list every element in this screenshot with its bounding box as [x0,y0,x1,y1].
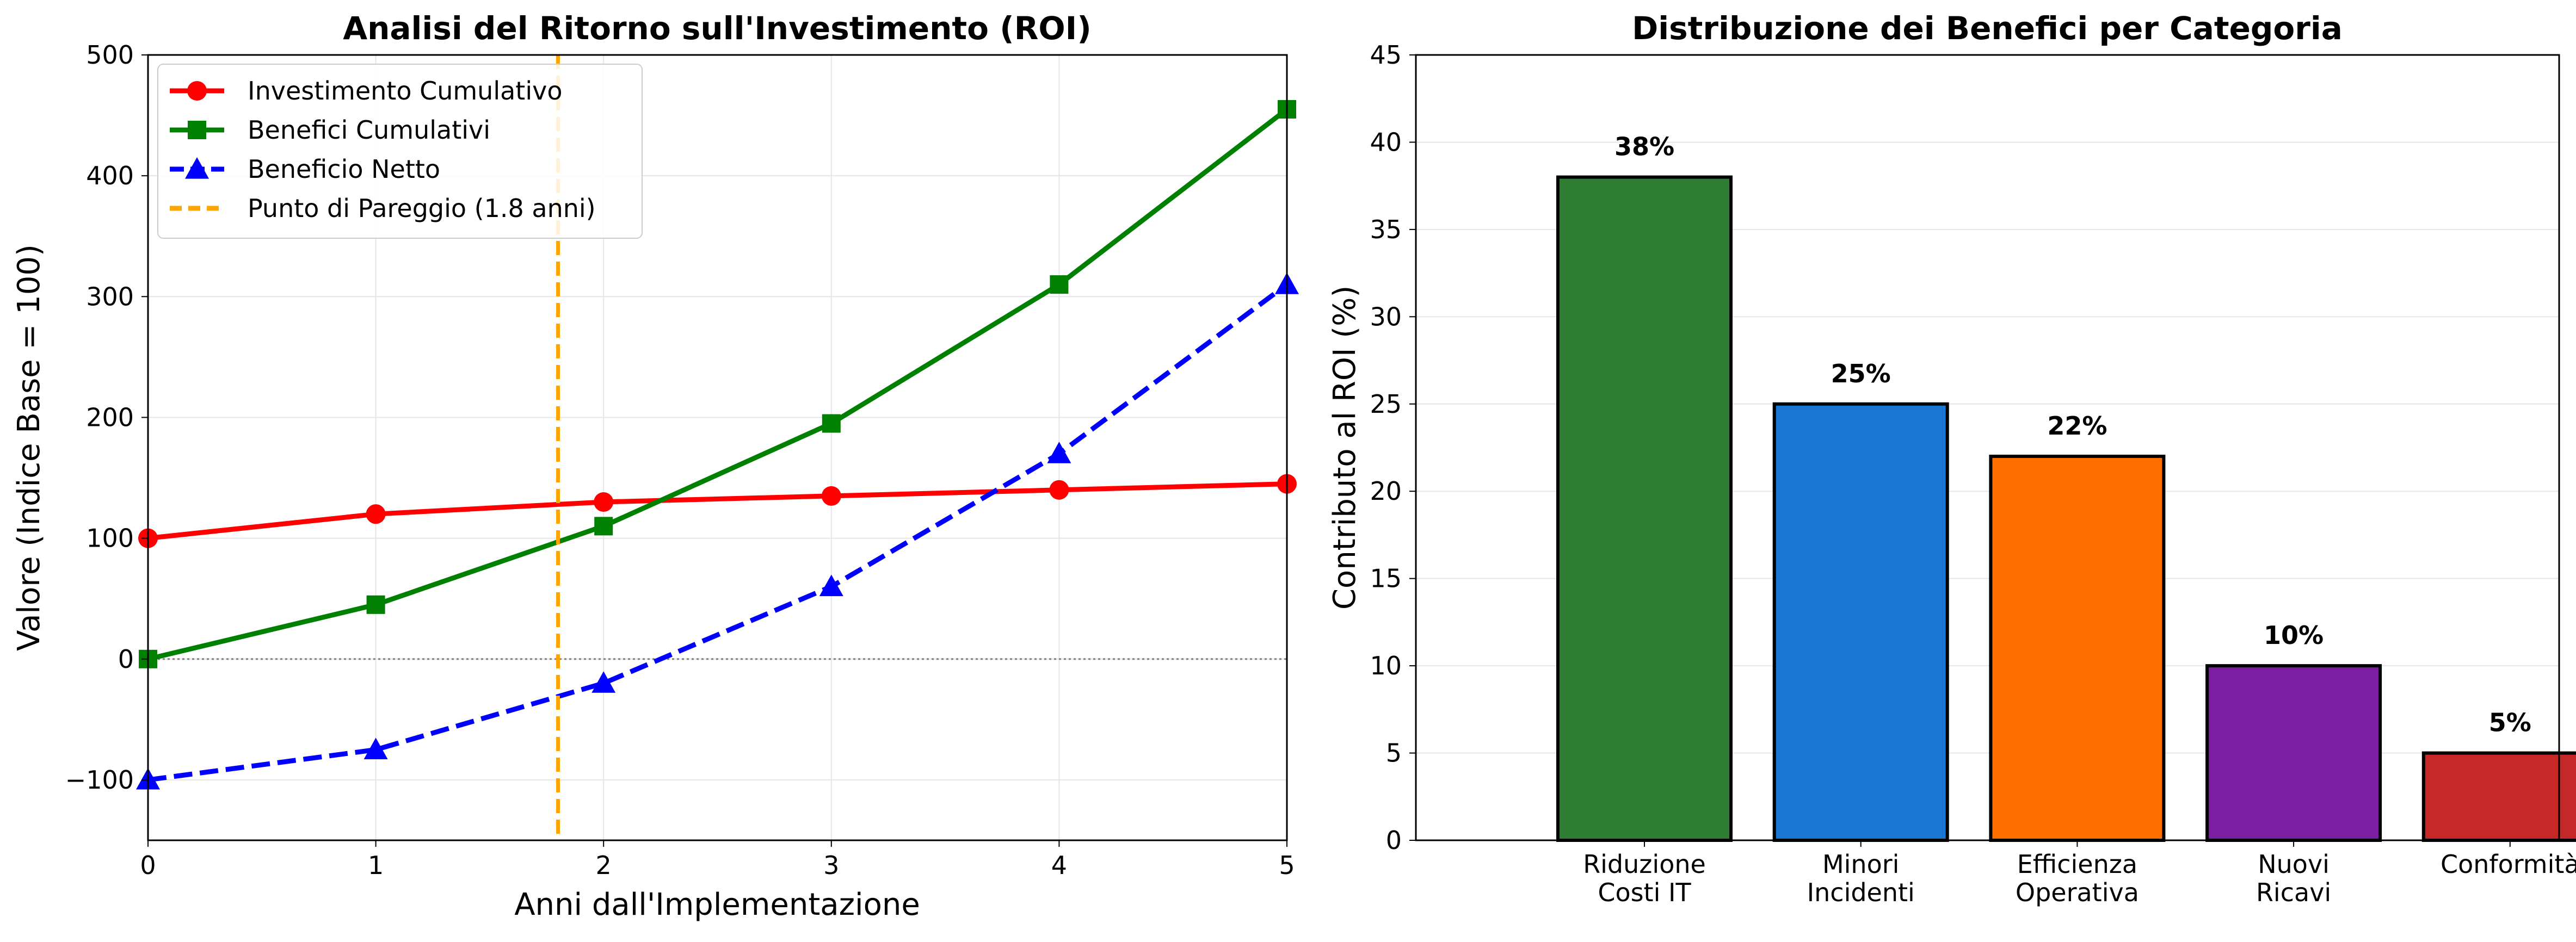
legend-label-investment: Investimento Cumulativo [248,76,562,106]
left-y-tick-label: 100 [86,524,134,553]
left-y-tick-label: 400 [86,161,134,190]
bar-value-label: 10% [2264,621,2324,650]
bar-value-label: 25% [1831,359,1891,388]
bar [1556,175,1733,842]
left-y-tick-label: 200 [86,402,134,432]
left-series-layer [136,100,1299,790]
legend-item-investment: Investimento Cumulativo [170,76,562,106]
left-x-tick-label: 1 [368,851,384,880]
bar [2421,751,2576,842]
data-point-investment [594,492,614,512]
left-x-tick-label: 4 [1051,851,1067,880]
series-line-benefits [147,107,1289,662]
left-plot-frame [147,54,1288,841]
right-y-tick-label: 45 [1370,40,1402,70]
right-bars-layer: 38% 25% 22% 10% 5% [1556,132,2576,842]
category-label: Riduzione [1583,850,1706,879]
bar [1772,402,1949,842]
left-y-tick-label: 0 [118,644,134,674]
roi-line-chart: 0 1 2 3 4 5 −100 0 100 200 300 400 500 Analisi del R… [11,10,1299,922]
legend-item-benefits: Benefici Cumulativi [170,115,490,145]
left-chart-title: Analisi del Ritorno sull'Investimento (R… [343,10,1092,47]
data-point-benefits [366,595,385,614]
category-label: Minori [1822,850,1899,879]
series-line-net [147,282,1289,783]
left-x-tick-label: 3 [823,851,839,880]
right-y-tick-label: 0 [1386,826,1402,855]
bar-group: 22% [1989,411,2166,842]
right-y-tick-label: 20 [1370,476,1402,506]
bar-value-label: 5% [2489,708,2531,738]
bar-group: 38% [1556,132,1733,842]
series-line-investment [147,481,1287,541]
left-y-tick-label: −100 [65,765,134,795]
right-y-tick-label: 25 [1370,389,1402,419]
right-y-tick-label: 5 [1386,739,1402,768]
data-point-net [819,574,843,597]
legend-label-net: Beneficio Netto [248,154,440,184]
legend-frame [157,64,643,239]
left-legend: Investimento Cumulativo Benefici Cumulati… [157,64,643,239]
category-label: Conformità [2441,850,2576,879]
legend-marker-net [185,157,209,179]
left-x-axis-label: Anni dall'Implementazione [514,887,920,922]
bar-value-label: 38% [1614,132,1674,162]
right-y-tick-label: 15 [1370,564,1402,593]
category-label: Incidenti [1807,878,1915,907]
category-label: Operativa [2016,878,2139,907]
left-ticks: 0 1 2 3 4 5 −100 0 100 200 300 400 500 [65,40,1295,880]
benefits-bar-chart: 38% 25% 22% 10% 5% 0 5 10 15 20 25 30 35 40 45 Riduzio… [1327,10,2576,907]
legend-label-benefits: Benefici Cumulativi [248,115,490,145]
category-label: Ricavi [2256,878,2331,907]
right-y-tick-label: 30 [1370,302,1402,331]
bar [1989,455,2166,842]
right-y-axis-label: Contributo al ROI (%) [1327,286,1363,610]
data-point-investment [1049,480,1069,500]
right-plot-frame [1415,54,2560,841]
data-point-net [1047,442,1071,463]
legend-marker-investment [187,81,207,101]
legend-marker-benefits [188,121,206,139]
left-x-tick-label: 5 [1279,851,1295,880]
left-x-tick-label: 2 [596,851,612,880]
category-label: Nuovi [2258,850,2330,879]
data-point-investment [821,486,841,506]
legend-items: Investimento Cumulativo Benefici Cumulati… [170,76,596,223]
legend-item-breakeven: Punto di Pareggio (1.8 anni) [170,194,596,223]
category-label: Costi IT [1598,878,1691,907]
left-x-tick-label: 0 [140,851,156,880]
left-y-tick-label: 500 [86,40,134,70]
data-point-benefits [822,414,841,433]
bar-group: 5% [2421,708,2576,842]
bar [2205,664,2382,842]
left-y-axis-label: Valore (Indice Base = 100) [11,244,47,651]
data-point-benefits [594,517,613,536]
data-point-investment [366,504,386,524]
bar-value-label: 22% [2047,411,2107,441]
left-y-tick-label: 300 [86,282,134,311]
right-y-tick-label: 40 [1370,127,1402,157]
right-chart-title: Distribuzione dei Benefici per Categoria [1632,10,2343,47]
category-label: Efficienza [2017,850,2137,879]
data-point-net [591,671,616,693]
legend-item-net: Beneficio Netto [170,154,440,184]
data-point-net [363,738,388,759]
data-point-benefits [1050,275,1069,294]
bar-group: 25% [1772,359,1949,842]
right-y-tick-label: 10 [1370,651,1402,680]
legend-label-breakeven: Punto di Pareggio (1.8 anni) [248,194,596,223]
right-y-tick-label: 35 [1370,215,1402,244]
